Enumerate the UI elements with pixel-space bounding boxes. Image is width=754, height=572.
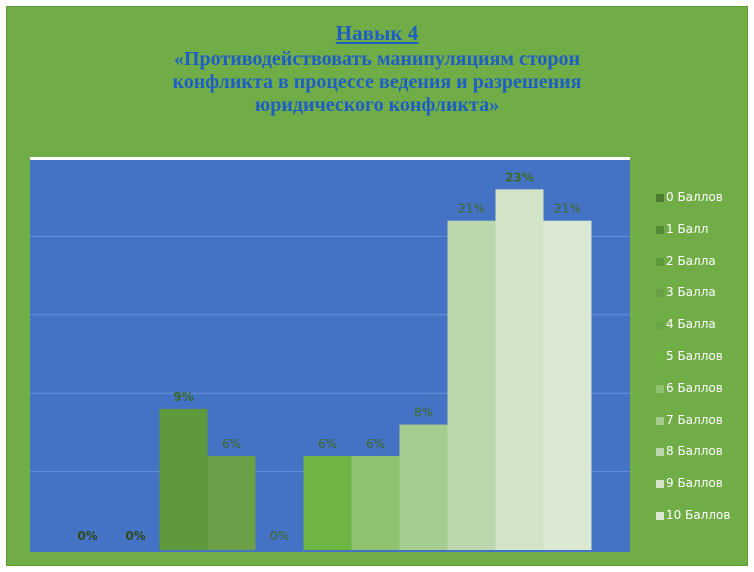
legend-label-1: 1 Балл	[666, 221, 709, 236]
legend-label-0: 0 Баллов	[666, 190, 723, 204]
legend-swatch-5	[656, 352, 664, 361]
bar-7	[399, 424, 448, 550]
legend-swatch-3	[656, 289, 664, 298]
bar-10	[543, 220, 592, 550]
data-label-3: 6%	[222, 437, 241, 451]
chart-title-line-2: «Противодействовать манипуляциям сторон	[173, 48, 581, 70]
legend-item-3: 3 Балла	[656, 285, 730, 317]
legend-item-4: 4 Балла	[656, 317, 730, 349]
data-label-8: 21%	[458, 202, 485, 216]
legend-label-3: 3 Балла	[666, 285, 716, 300]
legend-label-7: 7 Баллов	[666, 412, 723, 427]
data-label-0: 0%	[77, 529, 97, 543]
legend-swatch-2	[656, 257, 664, 266]
bar-3	[207, 455, 256, 550]
legend-swatch-4	[656, 321, 664, 330]
legend-label-9: 9 Баллов	[666, 476, 723, 491]
legend-item-8: 8 Баллов	[656, 444, 730, 476]
legend-label-2: 2 Балла	[666, 253, 716, 268]
data-label-2: 9%	[173, 390, 193, 404]
legend-swatch-1	[656, 225, 664, 234]
chart-title-line-1: Навык 4	[335, 21, 419, 45]
legend-swatch-7	[656, 416, 664, 425]
legend-swatch-6	[656, 384, 664, 393]
bar-2	[159, 408, 208, 550]
legend-item-9: 9 Баллов	[656, 476, 730, 508]
legend-swatch-0	[656, 194, 664, 202]
legend-label-5: 5 Баллов	[666, 348, 723, 363]
legend-item-5: 5 Баллов	[656, 349, 730, 381]
bar-9	[495, 189, 544, 551]
legend: 0 Баллов 1 Балл 2 Балла 3 Балла 4 Балла 5 Бал…	[656, 190, 730, 540]
legend-swatch-9	[656, 480, 664, 489]
data-label-7: 8%	[414, 406, 433, 420]
legend-item-7: 7 Баллов	[656, 413, 730, 445]
data-label-5: 6%	[318, 437, 337, 451]
legend-item-1: 1 Балл	[656, 222, 730, 254]
bar-8	[447, 220, 496, 550]
data-label-9: 23%	[505, 170, 534, 184]
data-label-4: 0%	[270, 529, 289, 543]
legend-label-6: 6 Баллов	[666, 380, 723, 395]
bar-5	[303, 455, 352, 550]
bar-6	[351, 455, 400, 550]
data-label-1: 0%	[125, 529, 145, 543]
chart-title-line-3: конфликта в процессе ведения и разрешени…	[172, 71, 582, 93]
legend-swatch-8	[656, 448, 664, 457]
data-label-10: 21%	[554, 202, 581, 216]
legend-item-10: 10 Баллов	[656, 508, 730, 540]
data-label-6: 6%	[366, 437, 385, 451]
legend-item-2: 2 Балла	[656, 254, 730, 286]
legend-swatch-10	[656, 511, 664, 520]
chart-title-line-4: юридического конфликта»	[254, 94, 500, 116]
legend-item-6: 6 Баллов	[656, 381, 730, 413]
legend-label-8: 8 Баллов	[666, 444, 723, 459]
plot-top-border	[30, 157, 630, 160]
legend-label-10: 10 Баллов	[666, 507, 731, 522]
chart-title: Навык 4 «Противодействовать манипуляциям…	[0, 22, 754, 117]
legend-label-4: 4 Балла	[666, 317, 716, 332]
legend-item-0: 0 Баллов	[656, 190, 730, 222]
